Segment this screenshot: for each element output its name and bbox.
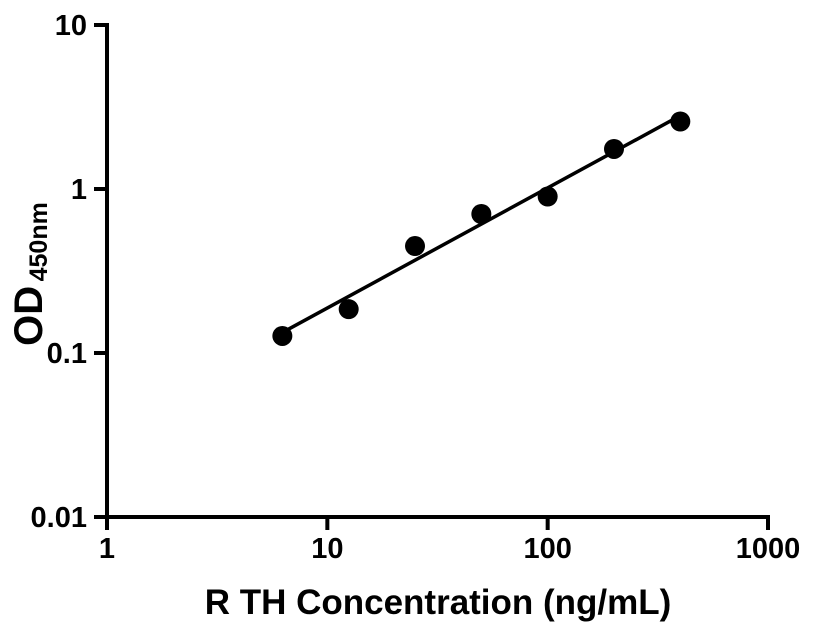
x-tick-label: 10 bbox=[311, 533, 343, 565]
data-point bbox=[670, 111, 691, 132]
x-tick-label: 1000 bbox=[736, 533, 801, 565]
data-points bbox=[272, 111, 691, 346]
x-tick-label: 100 bbox=[523, 533, 571, 565]
y-axis-title: OD 450nm bbox=[7, 202, 53, 346]
data-point bbox=[338, 299, 359, 320]
x-axis-title: R TH Concentration (ng/mL) bbox=[205, 583, 672, 622]
x-axis-tick-labels: 1 10 100 1000 bbox=[99, 533, 800, 565]
x-tick-label: 1 bbox=[99, 533, 115, 565]
y-tick-label: 10 bbox=[55, 10, 87, 42]
data-point bbox=[603, 138, 624, 159]
y-axis: 10 1 0.1 0.01 bbox=[31, 10, 109, 534]
y-tick-label: 0.1 bbox=[47, 338, 87, 370]
data-point bbox=[537, 186, 558, 207]
data-point bbox=[272, 325, 293, 346]
y-tick-label: 1 bbox=[71, 174, 87, 206]
x-axis: 1 10 100 1000 bbox=[99, 515, 800, 565]
y-axis-ticks bbox=[94, 23, 107, 519]
x-axis-ticks bbox=[105, 517, 770, 530]
y-tick-label: 0.01 bbox=[31, 502, 87, 534]
data-point bbox=[471, 203, 492, 224]
y-axis-title-subscript: 450nm bbox=[25, 202, 53, 281]
y-axis-title-main: OD bbox=[7, 286, 51, 346]
data-point bbox=[405, 236, 426, 257]
y-axis-tick-labels: 10 1 0.1 0.01 bbox=[31, 10, 87, 534]
